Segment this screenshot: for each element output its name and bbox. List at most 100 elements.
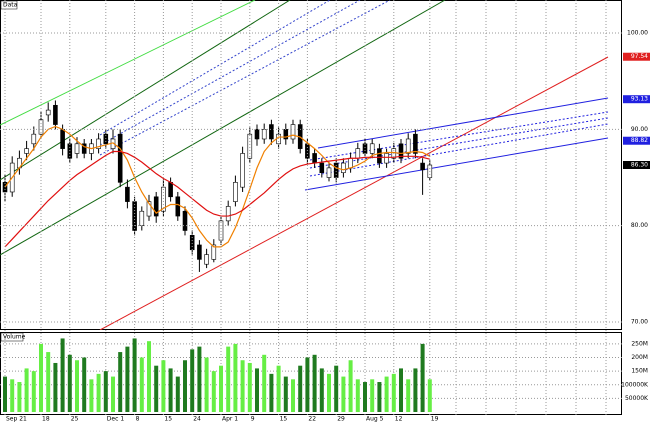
volume-bar — [399, 368, 403, 412]
y-tick-label: 50000K — [625, 395, 649, 402]
y-tick-label: 100000K — [621, 381, 649, 388]
candle-body — [269, 124, 274, 140]
volume-bar — [147, 341, 151, 412]
volume-bar — [96, 373, 101, 412]
x-tick-label: Aug 5 — [366, 416, 384, 423]
price-label: 93.13 — [631, 96, 648, 103]
x-tick-label: 12 — [395, 416, 403, 423]
candle-body — [182, 210, 188, 231]
y-tick-label: 80.00 — [631, 222, 648, 229]
x-tick-label: 15 — [164, 416, 172, 423]
x-tick-label: 18 — [42, 416, 50, 423]
y-tick-label: 100.00 — [627, 30, 648, 37]
y-tick-label: 250M — [631, 340, 648, 347]
candle-body — [24, 148, 29, 154]
price-label-box — [623, 161, 650, 169]
x-tick-label: Apr 1 — [222, 416, 238, 423]
volume-bar — [53, 362, 58, 412]
y-tick-label: 90.00 — [631, 126, 648, 133]
candle-body — [31, 133, 37, 145]
future-grid — [455, 0, 607, 415]
price-label-box — [623, 95, 650, 104]
volume-bar — [233, 343, 238, 412]
trend-lines — [0, 0, 609, 330]
candle-body — [211, 244, 217, 260]
volume-bar — [276, 365, 281, 412]
volume-bar — [355, 379, 360, 412]
volume-title: Volume — [3, 334, 26, 341]
volume-title-box — [0, 332, 24, 342]
candle-body — [254, 129, 260, 140]
volume-bar — [75, 360, 79, 412]
volume-bar — [154, 365, 159, 412]
x-tick-label: 25 — [71, 416, 79, 423]
volume-bar — [240, 360, 245, 412]
x-tick-label: Sep 21 — [6, 416, 27, 423]
chart-title: Data — [3, 2, 18, 9]
volume-bar — [427, 379, 432, 412]
price-plot — [2, 100, 433, 272]
volume-bar — [312, 354, 317, 412]
price-frame — [0, 0, 622, 330]
volume-bar — [269, 373, 274, 412]
price-label-box — [623, 52, 650, 61]
candle-body — [420, 162, 425, 171]
volume-bar — [341, 376, 346, 412]
candle-body — [348, 157, 353, 169]
candle-body — [326, 167, 332, 178]
volume-bar — [183, 360, 187, 412]
volume-bar — [161, 360, 166, 412]
candle-body — [319, 162, 325, 174]
candle-body — [377, 148, 382, 164]
volume-bar — [39, 343, 43, 412]
candle-body — [139, 210, 145, 226]
volume-bar — [420, 343, 425, 412]
volume-bar — [327, 373, 331, 412]
volume-bar — [118, 352, 123, 412]
volume-bar — [139, 357, 144, 412]
candle-body — [53, 104, 58, 125]
volume-bar — [377, 382, 382, 412]
candle-body — [369, 143, 375, 154]
volume-bar — [298, 365, 303, 412]
candle-body — [225, 206, 231, 222]
volume-bar — [247, 362, 252, 412]
volume-bar — [168, 368, 173, 412]
candle-body — [125, 186, 130, 202]
volume-bar — [283, 376, 288, 412]
candle-body — [161, 186, 166, 212]
candle-body — [45, 109, 51, 116]
volume-bar — [197, 346, 202, 412]
volume-bar — [370, 379, 375, 412]
volume-bar — [348, 360, 353, 412]
candle-body — [233, 182, 238, 202]
x-tick-label: 15 — [280, 416, 288, 423]
volume-bar — [384, 376, 389, 412]
volume-bar — [190, 349, 195, 412]
candle-body — [74, 143, 80, 154]
candle-body — [405, 138, 411, 154]
volume-bar — [17, 382, 22, 412]
candle-body — [146, 201, 152, 217]
y-tick-label: 150M — [631, 368, 648, 375]
candle-body — [81, 143, 87, 154]
candle-body — [290, 124, 296, 140]
title-box — [0, 0, 18, 10]
volume-bar — [89, 379, 94, 412]
volume-bar — [391, 373, 396, 412]
volume-bar — [406, 379, 411, 412]
volume-bar — [226, 346, 231, 412]
candle-body — [384, 153, 389, 164]
volume-frame — [0, 332, 622, 415]
x-tick-label: 29 — [337, 416, 345, 423]
volume-bar — [255, 368, 259, 412]
candle-body — [204, 254, 209, 265]
volume-bar — [24, 368, 29, 412]
candle-body — [197, 244, 202, 260]
volume-bar — [31, 371, 36, 412]
volume-bar — [262, 354, 267, 412]
candle-body — [398, 143, 404, 159]
x-tick-label: 19 — [431, 416, 439, 423]
x-tick-label: 24 — [193, 416, 201, 423]
